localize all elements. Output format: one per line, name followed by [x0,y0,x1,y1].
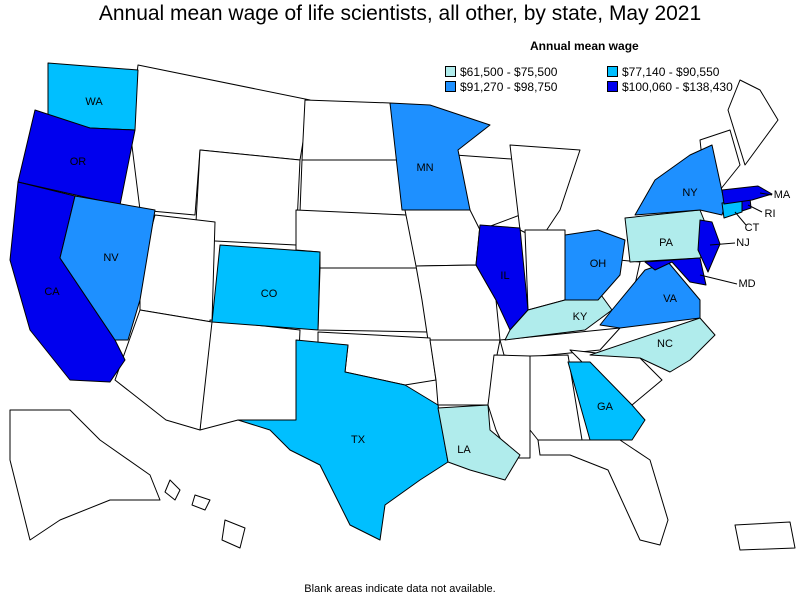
legend-label: $100,060 - $138,430 [622,80,733,94]
state-ky [504,287,613,341]
state-label-la: LA [457,444,471,456]
state-oh [564,229,626,301]
state-label-ca: CA [44,286,60,298]
legend-swatch [607,66,618,78]
state-label-oh: OH [590,258,607,270]
state-ny [634,144,726,216]
page-title: Annual mean wage of life scientists, all… [98,2,702,25]
legend-label: $91,270 - $98,750 [460,80,558,94]
state-label-nv: NV [103,252,119,264]
state-mn [389,102,491,211]
legend-item-bin-3: $91,270 - $98,750 [445,80,557,94]
state-label-nc: NC [657,338,673,350]
state-label-pa: PA [659,237,674,249]
state-or [17,109,136,206]
state-la [437,404,521,481]
state-label-ky: KY [573,311,588,323]
state-label-ma: MA [774,189,791,201]
state-label-il: IL [500,270,509,282]
legend-item-bin-2: $77,140 - $90,550 [607,65,719,79]
state-md [644,257,707,286]
legend-label: $61,500 - $75,500 [460,65,558,79]
legend-swatch [445,81,456,93]
state-tx [237,339,449,541]
state-label-ga: GA [597,401,614,413]
state-ga [567,361,646,441]
legend-title: Annual mean wage [530,39,639,53]
state-ma [721,185,773,205]
legend-label: $77,140 - $90,550 [622,65,720,79]
state-va [599,261,701,329]
state-label-mn: MN [416,162,433,174]
legend-swatch [445,66,456,78]
legend-item-bin-4: $100,060 - $138,430 [607,80,733,94]
footnote: Blank areas indicate data not available. [304,583,496,595]
state-label-md: MD [738,278,755,290]
state-label-ri: RI [765,208,776,220]
state-nv [59,195,156,341]
state-nj [697,219,721,273]
state-co [211,244,321,331]
state-label-or: OR [70,156,87,168]
state-label-ny: NY [682,187,698,199]
no-data-states [9,64,796,551]
state-label-wa: WA [85,96,103,108]
state-label-nj: NJ [736,237,749,249]
state-label-ct: CT [745,222,760,234]
state-label-co: CO [261,288,278,300]
legend-item-bin-1: $61,500 - $75,500 [445,65,557,79]
state-label-va: VA [663,293,678,305]
state-shapes [9,62,773,541]
state-label-tx: TX [351,434,366,446]
legend-swatch [607,81,618,93]
leader-lines [699,192,773,285]
